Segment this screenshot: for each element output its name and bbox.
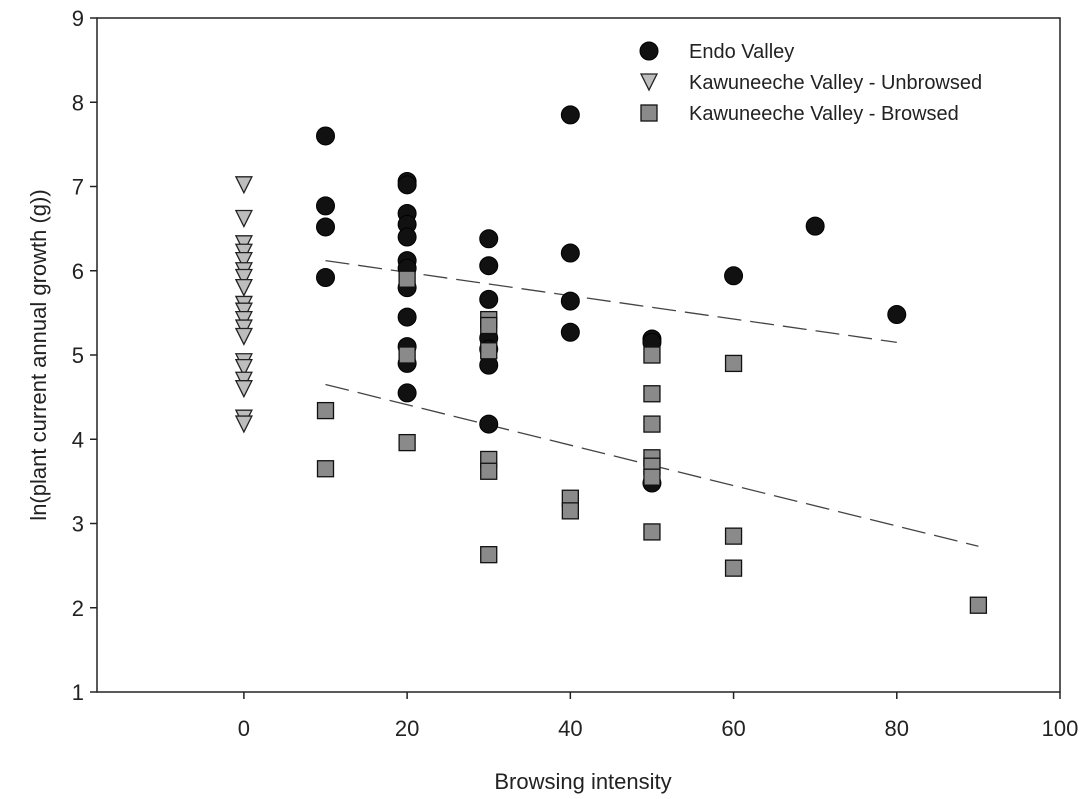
data-point	[234, 380, 253, 399]
data-point	[234, 268, 253, 287]
data-point	[643, 346, 661, 364]
data-point	[724, 354, 743, 373]
data-point	[316, 401, 335, 420]
legend-label: Kawuneeche Valley - Browsed	[689, 103, 959, 125]
series-2	[316, 270, 988, 614]
data-point	[234, 415, 253, 434]
data-point	[479, 414, 499, 434]
x-tick-label: 0	[238, 716, 250, 741]
data-point	[560, 105, 580, 125]
data-point	[397, 383, 417, 403]
data-points	[234, 105, 988, 614]
data-point	[479, 229, 499, 249]
y-tick-label: 5	[72, 343, 84, 368]
y-axis-title: ln(plant current annual growth (g))	[26, 189, 51, 520]
data-point	[234, 209, 253, 228]
data-point	[560, 291, 580, 311]
data-point	[316, 196, 336, 216]
data-point	[316, 267, 336, 287]
data-point	[398, 346, 416, 364]
x-axis: 0 20 40 60 80 100	[238, 692, 1079, 741]
data-point	[234, 278, 253, 298]
data-point	[480, 462, 498, 480]
y-tick-label: 9	[72, 6, 84, 31]
data-point	[643, 523, 661, 541]
legend-marker	[639, 73, 659, 92]
data-point	[969, 596, 988, 614]
data-point	[480, 316, 498, 335]
data-point	[480, 342, 498, 360]
data-point	[643, 468, 661, 486]
x-tick-label: 40	[558, 716, 582, 741]
y-tick-label: 8	[72, 90, 84, 115]
data-point	[316, 460, 335, 478]
y-tick-label: 2	[72, 596, 84, 621]
data-point	[805, 216, 825, 236]
data-point	[561, 502, 579, 520]
data-point	[398, 270, 416, 288]
data-point	[560, 243, 580, 263]
legend-label: Endo Valley	[689, 41, 794, 63]
trendlines	[325, 259, 979, 547]
y-tick-label: 3	[72, 512, 84, 537]
data-point	[234, 327, 253, 346]
legend-marker	[639, 41, 659, 61]
data-point	[643, 385, 661, 403]
x-tick-label: 20	[395, 716, 419, 741]
x-tick-label: 100	[1042, 716, 1079, 741]
x-tick-label: 60	[721, 716, 745, 741]
trendline	[325, 259, 897, 344]
data-point	[234, 176, 253, 195]
y-axis: 1 2 3 4 5 6 7 8 9	[72, 6, 97, 705]
data-point	[643, 415, 661, 433]
data-point	[887, 305, 907, 325]
data-point	[316, 126, 336, 146]
data-point	[724, 559, 743, 577]
data-point	[316, 217, 336, 237]
data-point	[397, 175, 417, 195]
data-point	[234, 251, 253, 271]
data-point	[234, 358, 253, 378]
y-tick-label: 4	[72, 427, 84, 452]
data-point	[397, 227, 417, 247]
x-tick-label: 80	[885, 716, 909, 741]
y-tick-label: 7	[72, 175, 84, 200]
data-point	[479, 256, 499, 276]
series-1	[234, 176, 253, 434]
data-point	[560, 322, 580, 342]
data-point	[479, 289, 499, 309]
legend-label: Kawuneeche Valley - Unbrowsed	[689, 72, 982, 94]
data-point	[398, 433, 416, 452]
data-point	[480, 546, 498, 564]
data-point	[397, 307, 417, 327]
y-tick-label: 6	[72, 259, 84, 284]
y-tick-label: 1	[72, 680, 84, 705]
legend: Endo Valley Kawuneeche Valley - Unbrowsed…	[639, 41, 982, 125]
data-point	[724, 527, 743, 545]
data-point	[724, 266, 744, 286]
legend-marker	[640, 104, 658, 122]
x-axis-title: Browsing intensity	[494, 769, 671, 794]
